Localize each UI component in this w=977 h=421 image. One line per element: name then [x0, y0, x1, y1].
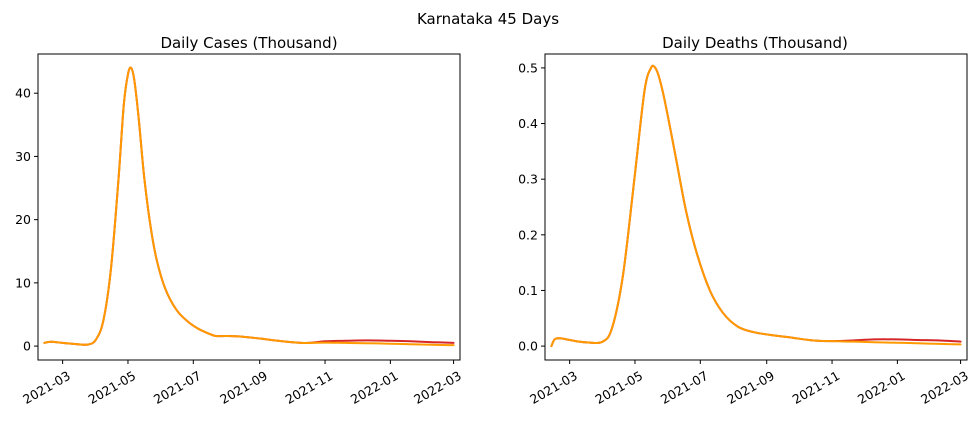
daily-cases-ytick-label: 40 [15, 86, 31, 101]
daily-cases-ytick-label: 20 [15, 212, 31, 227]
daily-cases-xtick-label: 2021-09 [217, 368, 270, 407]
daily-cases-chart: Daily Cases (Thousand) 0 10 20 30 40 2021-03… [15, 34, 464, 407]
daily-deaths-ytick-label: 0.0 [518, 339, 538, 354]
daily-deaths-xtick-label: 2021-07 [658, 368, 711, 407]
daily-deaths-axes-frame [544, 53, 968, 361]
daily-deaths-chart: Daily Deaths (Thousand) 0.0 0.1 0.2 0.3 0.4 0… [518, 34, 971, 407]
daily-deaths-ytick-label: 0.2 [518, 227, 538, 242]
daily-deaths-ytick-label: 0.4 [518, 116, 538, 131]
daily-cases-ytick-label: 10 [15, 275, 31, 290]
daily-deaths-xtick-label: 2021-11 [790, 368, 843, 407]
daily-deaths-ytick-label: 0.5 [518, 60, 538, 75]
daily-cases-axes-frame [37, 53, 461, 361]
daily-deaths-title: Daily Deaths (Thousand) [662, 34, 848, 52]
daily-cases-xtick-label: 2021-05 [86, 368, 139, 407]
daily-deaths-series-red-line [550, 64, 962, 348]
daily-cases-xtick-label: 2022-03 [411, 368, 464, 407]
daily-deaths-ytick-label: 0.3 [518, 172, 538, 187]
daily-cases-series-orange-line [43, 66, 455, 347]
daily-deaths-xtick-label: 2021-03 [527, 368, 580, 407]
daily-cases-title: Daily Cases (Thousand) [160, 34, 337, 52]
daily-cases-ytick-label: 0 [23, 339, 31, 354]
daily-cases-xtick-label: 2021-03 [20, 368, 73, 407]
daily-deaths-xtick-label: 2021-05 [593, 368, 646, 407]
daily-deaths-xtick-label: 2022-01 [855, 368, 908, 407]
daily-cases-xtick-label: 2022-01 [348, 368, 401, 407]
figure-suptitle: Karnataka 45 Days [417, 10, 559, 28]
daily-deaths-xtick-label: 2022-03 [918, 368, 971, 407]
daily-cases-xtick-label: 2021-11 [283, 368, 336, 407]
daily-deaths-series-orange-line [550, 64, 962, 348]
daily-deaths-xtick-label: 2021-09 [724, 368, 777, 407]
daily-deaths-ytick-label: 0.1 [518, 283, 538, 298]
daily-cases-ytick-label: 30 [15, 149, 31, 164]
daily-cases-xtick-label: 2021-07 [151, 368, 204, 407]
